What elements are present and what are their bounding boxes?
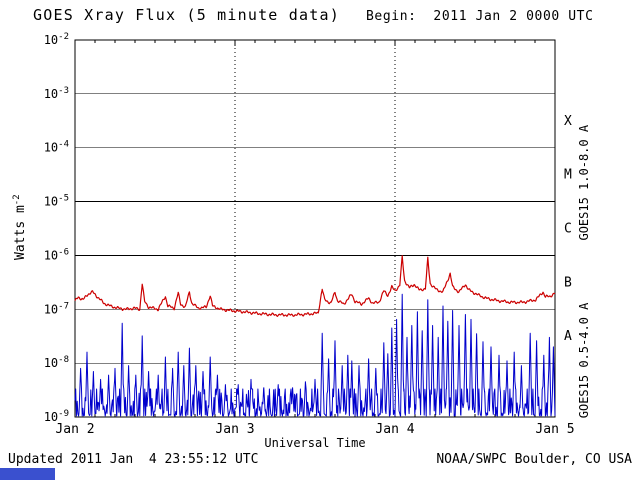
flare-class-label: M: [564, 168, 572, 183]
long-wavelength-series: [74, 255, 556, 317]
flare-class-label: B: [564, 275, 572, 290]
begin-label: Begin: 2011 Jan 2 0000 UTC: [366, 9, 594, 24]
y-axis-label-exponent: -2: [11, 194, 22, 206]
x-tick-label: Jan 2: [55, 422, 94, 437]
credit-label: NOAA/SWPC Boulder, CO USA: [436, 452, 632, 467]
x-axis-label: Universal Time: [264, 436, 366, 450]
y-tick-label: 10-7: [44, 301, 69, 316]
flare-class-label: X: [564, 114, 572, 129]
flare-class-label: A: [564, 329, 572, 344]
chart-title: GOES Xray Flux (5 minute data): [33, 6, 340, 24]
updated-timestamp: Updated 2011 Jan 4 23:55:12 UTC: [8, 452, 259, 467]
y-tick-label: 10-6: [44, 247, 69, 262]
y-tick-label: 10-9: [44, 409, 69, 424]
y-tick-label: 10-5: [44, 194, 69, 209]
bottom-left-blue-artifact: [0, 468, 55, 480]
y-tick-label: 10-2: [44, 32, 69, 47]
y-axis-label: Watts m-2: [12, 177, 28, 277]
y-tick-label: 10-8: [44, 355, 69, 370]
series-label-short: GOES15 0.5-4.0 A: [577, 302, 591, 418]
y-tick-label: 10-4: [44, 140, 69, 155]
flare-class-label: C: [564, 222, 572, 237]
y-axis-label-text: Watts m: [13, 205, 29, 260]
x-tick-label: Jan 3: [215, 422, 254, 437]
series-label-long: GOES15 1.0-8.0 A: [577, 124, 591, 240]
x-tick-label: Jan 4: [375, 422, 414, 437]
x-tick-label: Jan 5: [535, 422, 574, 437]
y-tick-label: 10-3: [44, 86, 69, 101]
short-wavelength-series: [74, 293, 556, 417]
